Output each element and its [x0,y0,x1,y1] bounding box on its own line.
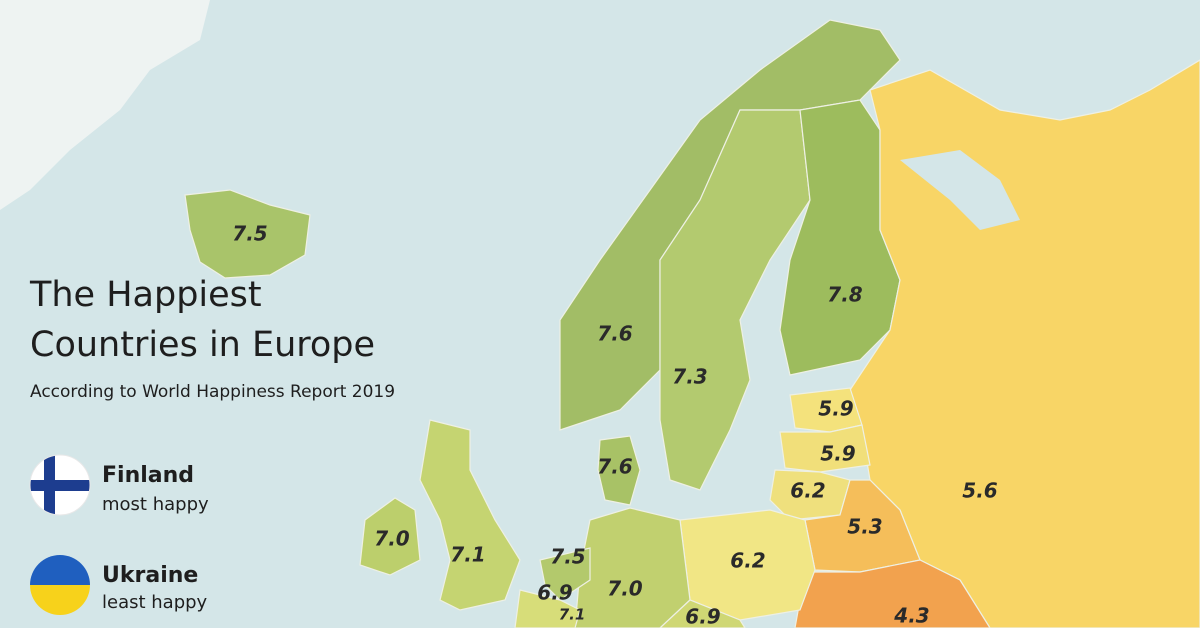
netherlands [539,547,591,601]
legend-note: least happy [102,592,208,613]
iceland [184,189,311,279]
white-sea [900,150,1020,230]
score-label: 7.3 [672,365,707,389]
score-label: 6.2 [730,549,765,573]
latvia [779,424,871,473]
greenland [0,0,210,210]
score-label: 5.3 [847,515,882,539]
score-label: 5.9 [818,397,854,421]
score-label: 7.0 [374,527,410,551]
belgium [514,589,581,628]
germany [574,507,691,628]
title: Countries in Europe [30,325,375,365]
czechia [659,599,746,628]
ireland [359,497,421,576]
sweden [659,109,811,491]
denmark [597,435,641,506]
score-label: 7.1 [559,606,586,624]
score-label: 7.6 [597,322,633,346]
subtitle: According to World Happiness Report 2019 [30,382,395,402]
title: The Happiest [29,275,262,315]
score-label: 7.8 [827,283,863,307]
score-label: 7.5 [550,545,585,569]
norway [559,19,901,431]
legend-note: most happy [102,494,209,515]
legend-country: Ukraine [102,563,198,588]
great-britain [419,419,521,611]
score-label: 7.6 [597,455,633,479]
score-labels: 7.5 7.6 7.3 7.8 5.9 5.9 6.2 7.6 5.6 5.3 6.2 7.0 7.1 7… [232,222,998,628]
score-label: 6.9 [537,581,573,605]
finland [779,99,901,376]
score-label: 6.2 [790,479,825,503]
score-label: 4.3 [893,604,929,628]
legend-country: Finland [102,463,194,488]
score-label: 7.1 [450,543,485,567]
flag-finland [29,454,91,516]
score-label: 6.9 [685,605,721,628]
score-label: 5.9 [820,442,856,466]
flag-ukraine [30,555,90,615]
score-label: 5.6 [962,479,998,503]
score-label: 7.0 [607,577,643,601]
score-label: 7.5 [232,222,267,246]
